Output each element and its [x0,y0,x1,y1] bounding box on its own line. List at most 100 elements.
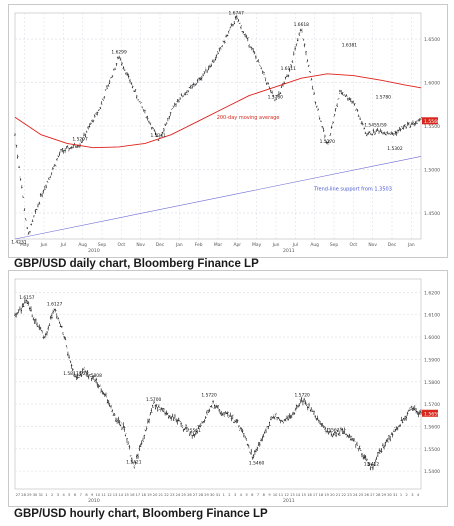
price-label: 1.5270 [320,139,336,145]
y-tick-label: 1.6500 [424,37,440,43]
price-label: 1.5780 [268,95,284,101]
x-tick-label: Nov [136,242,145,248]
x-tick-label: 3 [57,493,59,497]
x-tick-label: 7 [257,493,259,497]
x-tick-label: 9 [91,493,94,497]
price-label: 1.4231 [11,239,27,245]
x-tick-label: 9 [268,493,271,497]
y-tick-label: 1.5900 [424,357,440,363]
x-tick-label: 10 [273,493,278,497]
x-tick-label: Aug [78,242,87,248]
x-tick-label: 28 [376,493,381,497]
x-tick-label: 27 [193,493,198,497]
price-label: 1.5700 [146,397,162,403]
price-label: 1.6747 [229,11,245,17]
x-tick-label: 2 [228,493,230,497]
x-tick-label: Aug [310,242,319,248]
price-label: 1.5720 [294,393,310,399]
y-tick-label: 1.5600 [424,424,440,430]
x-tick-label: Oct [350,242,358,248]
chart-annotation-red: 200-day moving average [217,115,280,121]
x-tick-label: 24 [176,493,181,497]
x-tick-label: May [20,242,29,248]
price-series-gbpusd [14,15,422,235]
x-tick-label: Jul [292,242,298,248]
x-tick-label: 11 [279,493,284,497]
x-tick-label: 29 [382,493,387,497]
x-tick-label: 21 [336,493,341,497]
x-tick-label: 13 [113,493,118,497]
x-tick-label: 1 [45,493,47,497]
price-label: 1.5720 [201,393,217,399]
x-tick-label: 8 [263,493,266,497]
x-tick-label: Feb [195,242,203,248]
x-tick-label: 6 [251,493,254,497]
price-series-gbpusd [14,299,422,471]
y-tick-label: 1.6000 [424,335,440,341]
daily-chart: 1.4500 1.5000 1.5500 1.6000 1.6500 May Jun Jul A… [11,11,440,254]
x-tick-label: 19 [324,493,329,497]
x-tick-label: 30 [387,493,392,497]
x-tick-label: 31 [393,493,398,497]
x-tick-label: 16 [307,493,312,497]
x-tick-label: 19 [147,493,152,497]
x-tick-label: 5 [245,493,247,497]
price-label: 1.5563 [324,428,340,434]
x-tick-label: 6 [74,493,77,497]
moving-average-series [14,73,422,149]
last-value-label: 1.5560 [424,119,440,125]
x-tick-label: 18 [141,493,146,497]
x-tick-label: 25 [181,493,186,497]
y-tick-label: 1.5500 [424,447,440,453]
x-tick-label: 31 [216,493,221,497]
x-tick-label: 28 [199,493,204,497]
x-tick-label: 30 [33,493,38,497]
x-tick-label: Nov [368,242,377,248]
price-label: 1.5341 [150,133,166,139]
x-tick-label: 17 [136,493,141,497]
x-tick-label: May [252,242,261,248]
x-year-label: 2011 [283,248,295,254]
x-tick-label: 30 [210,493,215,497]
x-tick-label: 25 [359,493,364,497]
x-tick-label: Oct [118,242,126,248]
price-label: 1.5302 [387,146,403,152]
y-tick-label: 1.6000 [424,81,440,87]
x-tick-label: 1 [400,493,402,497]
x-tick-label: 4 [62,493,65,497]
price-label: 1.5808 [87,373,103,379]
price-label: 1.6111 [281,66,297,72]
x-tick-label: 8 [85,493,88,497]
price-label: 1.6618 [294,22,310,28]
x-tick-label: 15 [124,493,129,497]
x-tick-label: 20 [330,493,335,497]
x-tick-label: 14 [118,493,123,497]
price-label: 1.5297 [72,137,88,143]
hourly-chart-panel: 1.5400 1.5500 1.5600 1.5700 1.5800 1.5900 1.60… [8,270,448,507]
y-tick-label: 1.5400 [424,469,440,475]
trendline-series [14,156,422,240]
plot-area [14,278,422,490]
y-tick-label: 1.5700 [424,402,440,408]
x-tick-label: 14 [296,493,301,497]
x-tick-label: 23 [170,493,175,497]
x-tick-label: 16 [130,493,135,497]
x-tick-label: 4 [417,493,420,497]
price-label: 1.5780 [376,95,392,101]
price-label: 1.5412 [364,461,380,467]
x-tick-label: Sep [98,242,106,248]
x-tick-label: 13 [290,493,295,497]
x-tick-label: 29 [204,493,209,497]
x-tick-label: Jun [40,242,48,248]
x-tick-label: 26 [187,493,192,497]
x-tick-label: Dec [388,242,397,248]
hourly-chart: 1.5400 1.5500 1.5600 1.5700 1.5800 1.5900 1.60… [14,278,440,504]
x-tick-label: 15 [301,493,306,497]
last-value-box [422,117,438,125]
x-tick-label: 20 [153,493,158,497]
x-tick-label: 4 [240,493,243,497]
x-tick-label: 29 [27,493,32,497]
price-label: 1.5817/22 [63,371,86,377]
x-tick-label: 22 [164,493,169,497]
x-tick-label: 12 [284,493,289,497]
